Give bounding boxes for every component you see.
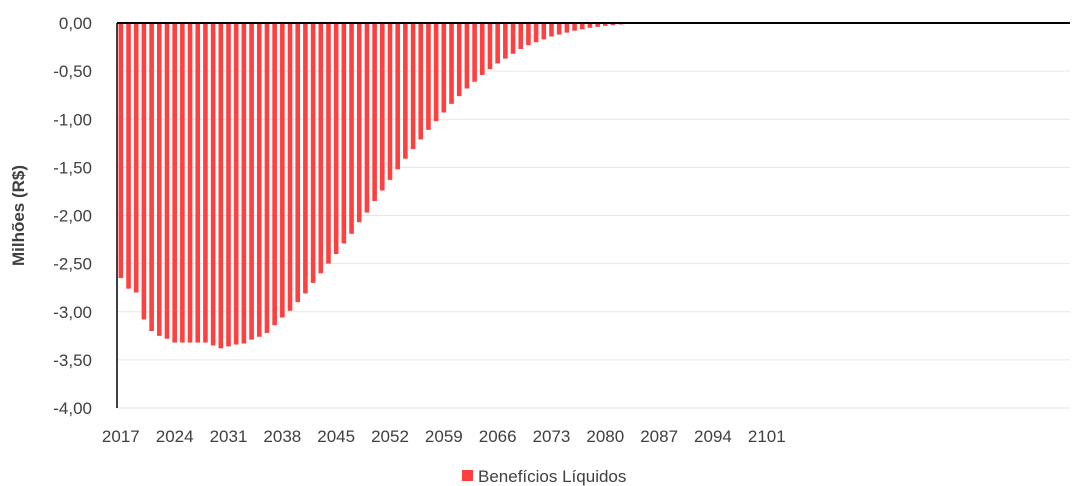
bar — [133, 23, 139, 293]
legend: Benefícios Líquidos — [462, 467, 626, 486]
x-tick-label: 2031 — [210, 427, 248, 446]
bar — [149, 23, 154, 331]
bar — [418, 23, 424, 140]
bar — [126, 23, 131, 289]
bar — [195, 23, 201, 343]
x-tick-label: 2066 — [479, 427, 517, 446]
x-tick-label: 2017 — [102, 427, 140, 446]
bar — [541, 23, 547, 40]
bar — [587, 23, 593, 28]
bar — [272, 23, 277, 326]
y-tick-label: -1,00 — [53, 110, 92, 129]
x-tick-label: 2045 — [317, 427, 355, 446]
bar — [387, 23, 393, 180]
bar — [433, 23, 439, 122]
bar — [287, 23, 293, 311]
bar — [403, 23, 408, 159]
bar — [372, 23, 377, 202]
bar — [503, 23, 508, 59]
y-tick-label: -2,00 — [53, 207, 92, 226]
bar — [395, 23, 400, 170]
bar — [218, 23, 224, 349]
bar — [349, 23, 354, 234]
x-tick-label: 2080 — [586, 427, 624, 446]
bar — [233, 23, 239, 345]
bar — [603, 23, 608, 26]
bar — [326, 23, 331, 264]
bar — [333, 23, 339, 254]
bar — [310, 23, 316, 283]
bar — [464, 23, 470, 89]
bar — [487, 23, 493, 70]
bar — [210, 23, 216, 346]
bar — [341, 23, 347, 244]
bar — [241, 23, 247, 344]
bar — [364, 23, 370, 213]
bar — [479, 23, 485, 75]
legend-label: Benefícios Líquidos — [478, 467, 626, 486]
bar — [510, 23, 516, 54]
bar — [495, 23, 500, 64]
bar — [533, 23, 539, 43]
bar — [141, 23, 147, 320]
y-tick-label: 0,00 — [59, 14, 92, 33]
x-tick-label: 2024 — [156, 427, 194, 446]
y-axis-title: Milhões (R$) — [9, 165, 28, 266]
y-tick-label: -2,50 — [53, 255, 92, 274]
bar — [472, 23, 477, 82]
bar — [572, 23, 577, 31]
bar — [318, 23, 324, 274]
bar — [518, 23, 524, 49]
bar — [256, 23, 262, 337]
bar — [157, 23, 162, 336]
x-tick-label: 2038 — [263, 427, 301, 446]
bar — [526, 23, 531, 46]
bar — [303, 23, 308, 294]
bar — [280, 23, 285, 318]
bar — [172, 23, 177, 343]
x-tick-label: 2087 — [640, 427, 678, 446]
bar — [564, 23, 570, 33]
bar — [118, 23, 124, 279]
legend-swatch — [462, 470, 473, 481]
bar-series — [118, 23, 662, 349]
bar — [356, 23, 362, 223]
y-tick-label: -4,00 — [53, 399, 92, 418]
bar — [226, 23, 231, 347]
bar — [426, 23, 431, 130]
bar — [579, 23, 585, 30]
bar — [295, 23, 301, 303]
y-tick-label: -0,50 — [53, 62, 92, 81]
bar — [164, 23, 170, 339]
y-tick-label: -1,50 — [53, 158, 92, 177]
x-tick-label: 2094 — [694, 427, 732, 446]
bar — [410, 23, 416, 150]
bar — [556, 23, 562, 35]
bar — [610, 23, 616, 26]
bar — [595, 23, 600, 27]
bar — [456, 23, 462, 97]
bar — [264, 23, 270, 333]
x-axis-tick-labels: 2017 2024 2031 2038 2045 2052 2059 2066 2073 2080… — [102, 427, 786, 446]
bar — [180, 23, 185, 343]
y-tick-label: -3,00 — [53, 303, 92, 322]
bar — [380, 23, 385, 191]
y-axis-tick-labels: 0,00 -0,50 -1,00 -1,50 -2,00 -2,50 -3,00 -3,50 -… — [53, 14, 92, 418]
x-tick-label: 2073 — [533, 427, 571, 446]
x-tick-label: 2052 — [371, 427, 409, 446]
bar — [449, 23, 454, 104]
y-tick-label: -3,50 — [53, 351, 92, 370]
x-tick-label: 2059 — [425, 427, 463, 446]
bar — [203, 23, 208, 343]
bar — [187, 23, 193, 343]
bar — [249, 23, 254, 340]
bar — [549, 23, 554, 37]
x-tick-label: 2101 — [748, 427, 786, 446]
bar — [441, 23, 447, 113]
